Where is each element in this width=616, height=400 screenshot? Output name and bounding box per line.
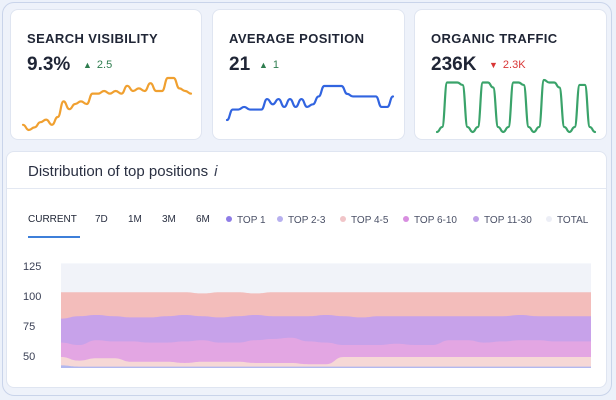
area-series-top-1: [61, 365, 591, 368]
legend-top-6-10[interactable]: TOP 6-10: [403, 215, 457, 226]
legend-dot: [403, 216, 409, 222]
metric-card-organic-traffic[interactable]: ORGANIC TRAFFIC 236K ▼ 2.3K: [414, 9, 607, 140]
distribution-card: Distribution of top positions i CURRENT 7…: [6, 151, 607, 388]
tab-6m[interactable]: 6M: [196, 214, 210, 225]
tab-current[interactable]: CURRENT: [28, 214, 77, 225]
divider: [7, 188, 606, 189]
metric-card-search-visibility[interactable]: SEARCH VISIBILITY 9.3% ▲ 2.5: [10, 9, 202, 140]
sparkline: [435, 78, 597, 134]
legend-top-11-30[interactable]: TOP 11-30: [473, 215, 532, 226]
metric-delta: ▼ 2.3K: [489, 59, 526, 71]
area-series-top-2-3: [61, 357, 591, 368]
metric-card-average-position[interactable]: AVERAGE POSITION 21 ▲ 1: [212, 9, 405, 140]
y-tick-label: 50: [23, 351, 36, 363]
metric-title: AVERAGE POSITION: [229, 31, 365, 46]
metric-value: 9.3%: [27, 54, 71, 75]
sparkline: [225, 84, 395, 122]
metric-delta: ▲ 1: [259, 59, 280, 71]
tab-1m[interactable]: 1M: [128, 214, 142, 225]
y-tick-label: 100: [23, 291, 42, 303]
y-tick-label: 125: [23, 261, 42, 273]
tab-3m[interactable]: 3M: [162, 214, 176, 225]
legend-dot: [277, 216, 283, 222]
legend-top-4-5[interactable]: TOP 4-5: [340, 215, 388, 226]
arrow-down-icon: ▼: [489, 60, 498, 70]
sparkline-path: [21, 76, 193, 132]
arrow-up-icon: ▲: [83, 60, 92, 70]
metric-value: 21: [229, 54, 251, 75]
area-chart: [61, 263, 591, 368]
legend-dot: [340, 216, 346, 222]
metric-title: SEARCH VISIBILITY: [27, 31, 159, 46]
legend-total[interactable]: TOTAL: [546, 215, 588, 226]
metric-title: ORGANIC TRAFFIC: [431, 31, 558, 46]
metric-value: 236K: [431, 54, 477, 75]
legend-dot: [546, 216, 552, 222]
metric-delta: ▲ 2.5: [83, 59, 113, 71]
sparkline-path: [435, 78, 597, 134]
active-tab-indicator: [28, 236, 80, 238]
distribution-title: Distribution of top positions i: [28, 163, 218, 180]
legend-dot: [473, 216, 479, 222]
sparkline-path: [225, 84, 395, 122]
legend-top-2-3[interactable]: TOP 2-3: [277, 215, 325, 226]
legend-dot: [226, 216, 232, 222]
legend-top-1[interactable]: TOP 1: [226, 215, 266, 226]
arrow-up-icon: ▲: [259, 60, 268, 70]
tab-7d[interactable]: 7D: [95, 214, 108, 225]
info-icon[interactable]: i: [214, 163, 218, 180]
y-tick-label: 75: [23, 321, 36, 333]
sparkline: [21, 76, 193, 132]
